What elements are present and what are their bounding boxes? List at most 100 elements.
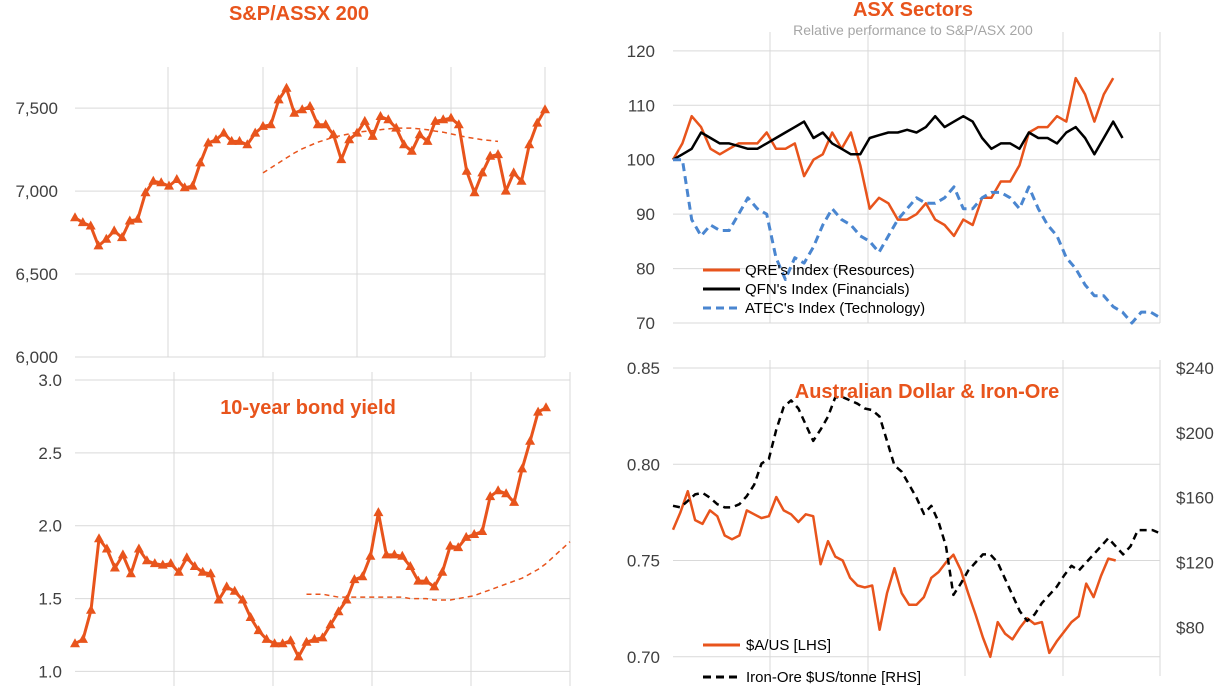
data-point-marker xyxy=(173,566,184,576)
data-point-marker xyxy=(437,566,448,576)
data-point-marker xyxy=(218,127,229,137)
data-point-marker xyxy=(309,633,320,643)
data-point-marker xyxy=(305,101,315,110)
data-point-marker xyxy=(493,149,503,159)
data-point-marker xyxy=(273,94,284,104)
data-point-marker xyxy=(509,496,520,506)
data-point-marker xyxy=(469,187,480,197)
data-point-marker xyxy=(226,135,237,145)
y-tick-label: 120 xyxy=(627,42,655,61)
y2-tick-label: $120 xyxy=(1176,554,1214,573)
data-point-marker xyxy=(237,594,248,604)
y-tick-label: 100 xyxy=(627,151,655,170)
y2-tick-label: $240 xyxy=(1176,359,1214,378)
y-tick-label: 3.0 xyxy=(38,371,62,390)
y-tick-label: 2.0 xyxy=(38,517,62,536)
data-point-marker xyxy=(101,543,112,553)
y-tick-label: 7,500 xyxy=(15,99,58,118)
data-point-marker xyxy=(148,175,159,185)
data-point-marker xyxy=(399,139,409,149)
data-point-marker xyxy=(181,552,192,562)
data-point-marker xyxy=(187,180,198,190)
y-tick-label: 7,000 xyxy=(15,182,58,201)
y2-tick-label: $160 xyxy=(1176,489,1214,508)
data-point-marker xyxy=(245,612,256,621)
data-point-marker xyxy=(85,220,96,230)
asx-sectors-legend: QRE's Index (Resources) QFN's Index (Fin… xyxy=(703,262,925,317)
data-point-marker xyxy=(359,115,370,125)
data-point-marker xyxy=(203,137,214,147)
data-point-marker xyxy=(109,562,120,572)
data-point-marker xyxy=(525,435,536,445)
y2-tick-label: $80 xyxy=(1176,618,1204,637)
data-point-marker xyxy=(213,594,224,604)
data-point-marker xyxy=(157,559,168,569)
data-point-marker xyxy=(383,114,394,124)
series-line xyxy=(671,489,1117,659)
series-line xyxy=(673,158,1161,325)
data-point-marker xyxy=(78,633,88,643)
data-point-marker xyxy=(540,104,550,114)
data-point-marker xyxy=(93,240,104,250)
y-tick-label: 0.85 xyxy=(627,359,660,378)
data-point-marker xyxy=(365,550,376,560)
data-point-marker xyxy=(477,167,488,177)
data-point-marker xyxy=(149,558,160,568)
data-point-marker xyxy=(413,575,424,585)
data-point-marker xyxy=(445,540,456,550)
data-point-marker xyxy=(171,174,182,183)
data-point-marker xyxy=(109,225,120,235)
y-tick-label: 70 xyxy=(636,314,655,333)
legend-label-technology: ATEC's Index (Technology) xyxy=(745,300,925,317)
data-point-marker xyxy=(293,651,304,661)
data-point-marker xyxy=(229,585,240,595)
data-point-marker xyxy=(77,217,88,227)
legend-label-financials: QFN's Index (Financials) xyxy=(745,281,910,298)
data-point-marker xyxy=(500,185,511,195)
data-point-marker xyxy=(381,549,392,559)
data-point-marker xyxy=(70,212,80,222)
asx-sectors-title: ASX Sectors xyxy=(853,0,973,21)
y-tick-label: 80 xyxy=(636,260,655,279)
data-point-marker xyxy=(367,130,378,140)
data-point-marker xyxy=(285,635,296,645)
data-point-marker xyxy=(541,402,551,412)
sp-asx200-panel: 6,000 6,500 7,000 7,500 S&P/ASSX 200 xyxy=(15,3,550,367)
data-point-marker xyxy=(195,157,206,167)
data-point-marker xyxy=(461,165,472,175)
asx-sectors-panel: 70 80 90 100 110 120 ASX Sectors Relative per… xyxy=(627,0,1161,333)
data-point-marker xyxy=(165,558,176,568)
data-point-marker xyxy=(333,606,344,616)
data-point-marker xyxy=(446,112,456,122)
data-point-marker xyxy=(140,187,151,197)
data-point-marker xyxy=(281,82,292,92)
data-point-marker xyxy=(493,485,504,495)
data-point-marker xyxy=(317,632,328,642)
data-point-marker xyxy=(70,638,80,648)
data-point-marker xyxy=(297,104,308,114)
data-point-marker xyxy=(258,120,268,130)
data-point-marker xyxy=(221,581,232,591)
data-point-marker xyxy=(469,529,480,538)
data-point-marker xyxy=(101,233,112,243)
data-point-marker xyxy=(391,122,402,132)
data-point-marker xyxy=(234,135,245,145)
data-point-marker xyxy=(312,119,323,129)
data-point-marker xyxy=(373,507,384,517)
data-point-marker xyxy=(405,561,416,570)
legend-label-aud: $A/US [LHS] xyxy=(746,637,831,654)
data-point-marker xyxy=(125,568,136,578)
data-point-marker xyxy=(242,139,253,149)
data-point-marker xyxy=(341,594,352,604)
data-point-marker xyxy=(325,619,336,629)
asx-sectors-subtitle: Relative performance to S&P/ASX 200 xyxy=(793,22,1033,38)
data-point-marker xyxy=(141,555,152,565)
data-point-marker xyxy=(477,526,488,535)
data-point-marker xyxy=(349,574,360,584)
data-point-marker xyxy=(124,215,135,225)
data-point-marker xyxy=(389,549,400,559)
data-point-marker xyxy=(164,180,174,190)
bond-yield-title: 10-year bond yield xyxy=(220,397,396,419)
y-tick-label: 0.70 xyxy=(627,648,660,667)
data-point-marker xyxy=(344,134,355,144)
